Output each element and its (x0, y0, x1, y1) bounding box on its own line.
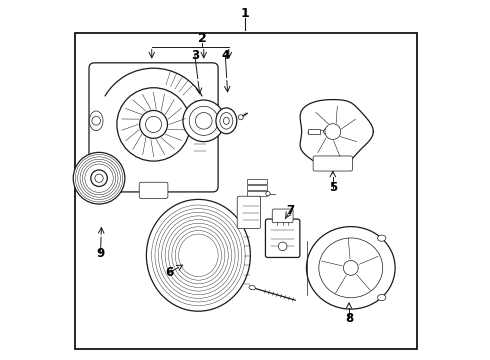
Circle shape (266, 192, 270, 196)
Ellipse shape (223, 117, 229, 125)
FancyBboxPatch shape (272, 209, 293, 223)
Bar (247, 179, 267, 184)
Bar (308, 130, 320, 134)
Circle shape (117, 88, 190, 161)
Text: 9: 9 (97, 247, 104, 260)
Polygon shape (300, 100, 373, 168)
Text: 4: 4 (221, 49, 229, 62)
Circle shape (278, 242, 287, 251)
Text: 1: 1 (241, 7, 249, 20)
Circle shape (95, 174, 103, 182)
Text: 8: 8 (345, 311, 353, 325)
Bar (247, 192, 267, 196)
Circle shape (325, 124, 341, 139)
Bar (247, 185, 267, 190)
Bar (74, 33, 417, 348)
FancyBboxPatch shape (266, 219, 300, 257)
Circle shape (92, 117, 100, 125)
Text: 7: 7 (286, 204, 294, 217)
Ellipse shape (147, 199, 250, 311)
Text: 6: 6 (166, 266, 174, 279)
Ellipse shape (216, 108, 237, 134)
FancyBboxPatch shape (313, 156, 353, 171)
Ellipse shape (220, 113, 233, 129)
Circle shape (343, 260, 358, 275)
FancyBboxPatch shape (89, 63, 218, 192)
Ellipse shape (306, 226, 395, 309)
Circle shape (146, 116, 162, 132)
Circle shape (189, 106, 219, 135)
Text: 5: 5 (329, 181, 337, 194)
Text: 3: 3 (191, 49, 199, 62)
Circle shape (91, 170, 107, 186)
Ellipse shape (89, 111, 103, 131)
Text: 2: 2 (197, 32, 206, 45)
FancyBboxPatch shape (237, 196, 261, 229)
Circle shape (73, 152, 125, 204)
Ellipse shape (249, 285, 255, 290)
Ellipse shape (323, 129, 331, 135)
Circle shape (183, 100, 224, 141)
Circle shape (196, 113, 212, 129)
Ellipse shape (378, 294, 386, 301)
Ellipse shape (319, 238, 383, 298)
Circle shape (140, 111, 168, 138)
Circle shape (238, 115, 243, 120)
FancyBboxPatch shape (139, 182, 168, 198)
Ellipse shape (378, 235, 386, 241)
